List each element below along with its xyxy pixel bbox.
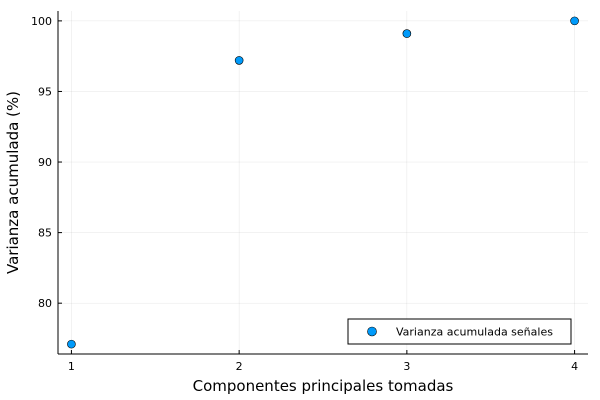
y-tick-label: 80 — [38, 297, 52, 310]
x-tick-label: 3 — [403, 360, 410, 373]
data-point — [402, 29, 412, 38]
x-tick-label: 2 — [236, 360, 243, 373]
legend-box — [347, 318, 572, 345]
x-tick-label: 4 — [571, 360, 578, 373]
data-points — [67, 16, 579, 349]
data-point — [234, 56, 244, 65]
legend-label: Varianza acumulada señales — [396, 326, 553, 339]
data-point — [570, 16, 579, 26]
grid — [58, 11, 588, 354]
data-point — [67, 339, 76, 349]
y-tick-label: 95 — [38, 85, 52, 98]
y-axis-title: Varianza acumulada (%) — [4, 91, 22, 274]
legend: Varianza acumulada señales — [347, 318, 572, 345]
x-axis-title: Componentes principales tomadas — [193, 377, 454, 395]
y-tick-label: 100 — [31, 15, 52, 28]
y-tick-label: 85 — [38, 227, 52, 240]
x-tick-label: 1 — [68, 360, 75, 373]
axes: 1 2 3 4 80 85 90 95 100 — [31, 11, 588, 373]
legend-marker — [367, 326, 377, 337]
y-tick-label: 90 — [38, 156, 52, 169]
